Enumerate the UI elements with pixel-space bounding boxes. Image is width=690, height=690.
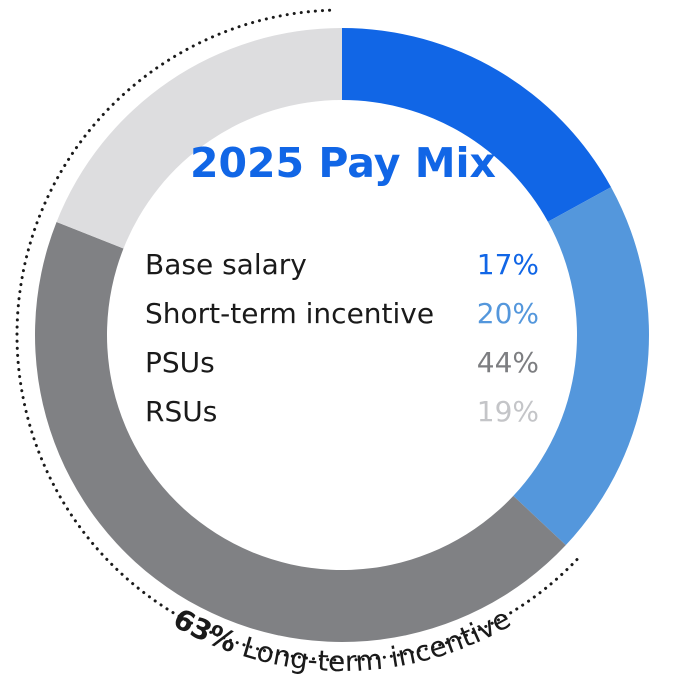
slice-short-term-incentive — [513, 187, 649, 546]
legend: Base salary 17% Short-term incentive 20%… — [145, 248, 539, 428]
legend-value-rsus: 19% — [477, 395, 539, 428]
chart-title: 2025 Pay Mix — [190, 139, 496, 187]
long-term-incentive-bracket — [15, 8, 579, 662]
donut-slices — [35, 28, 649, 642]
legend-label-psus: PSUs — [145, 346, 215, 379]
slice-rsus — [56, 28, 342, 249]
legend-value-short-term-incentive: 20% — [477, 297, 539, 330]
legend-label-short-term-incentive: Short-term incentive — [145, 297, 434, 330]
legend-value-base-salary: 17% — [477, 248, 539, 281]
legend-label-base-salary: Base salary — [145, 248, 307, 281]
legend-value-psus: 44% — [477, 346, 539, 379]
slice-base-salary — [342, 28, 612, 222]
slice-psus — [35, 221, 566, 642]
legend-label-rsus: RSUs — [145, 395, 217, 428]
